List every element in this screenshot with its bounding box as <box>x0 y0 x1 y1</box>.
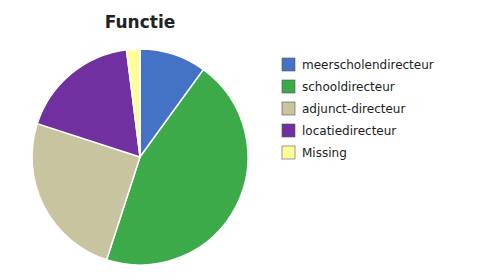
slices <box>32 49 248 265</box>
slice <box>126 49 140 157</box>
legend: meerscholendirecteur schooldirecteur adjun… <box>282 58 434 160</box>
legend-label: schooldirecteur <box>302 80 395 94</box>
title: Functie <box>105 12 176 32</box>
legend-swatch <box>282 102 295 115</box>
chart-container: Functie meerscholendirecteur schooldirecte… <box>0 0 480 280</box>
legend-label: meerscholendirecteur <box>302 58 434 72</box>
legend-label: Missing <box>302 146 347 160</box>
legend-label: locatiedirecteur <box>302 124 396 138</box>
legend-swatch <box>282 80 295 93</box>
slice <box>37 50 140 157</box>
legend-swatch <box>282 124 295 137</box>
legend-swatch <box>282 58 295 71</box>
legend-swatch <box>282 146 295 159</box>
legend-label: adjunct-directeur <box>302 102 405 116</box>
chart: Functie meerscholendirecteur schooldirecte… <box>0 0 480 280</box>
